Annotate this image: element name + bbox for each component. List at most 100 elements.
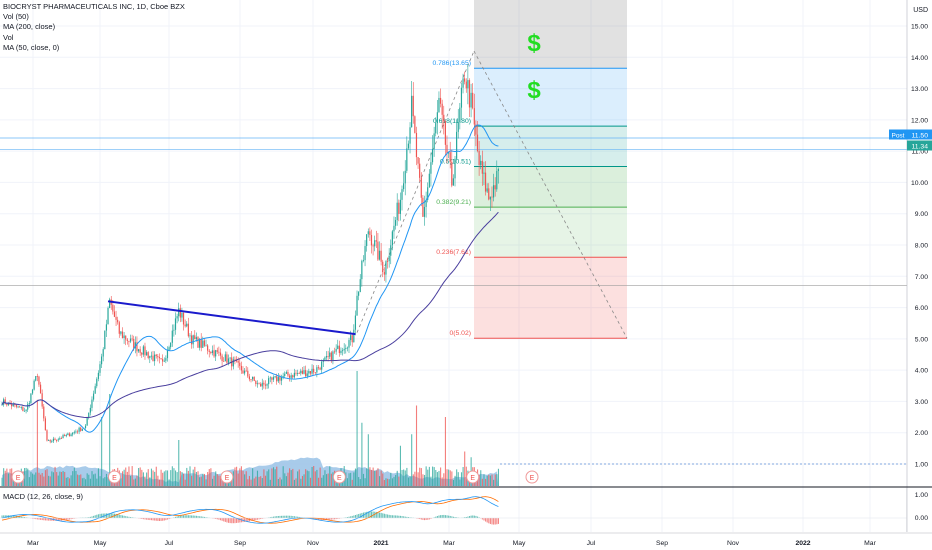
volume-bar (459, 479, 461, 486)
macd-histogram-bar (11, 515, 13, 518)
candle-body (160, 358, 162, 360)
macd-histogram-bar (467, 516, 469, 518)
indicator-ma200[interactable]: MA (200, close) (3, 22, 56, 32)
volume-bar (377, 468, 379, 486)
ma50-line (1, 124, 499, 433)
volume-bar (1, 477, 3, 486)
macd-histogram-bar (163, 518, 165, 521)
macd-histogram-bar (452, 516, 455, 518)
candle-body (221, 355, 223, 362)
macd-histogram-bar (493, 518, 495, 525)
macd-histogram-bar (101, 513, 103, 518)
candle-body (15, 404, 18, 407)
macd-histogram-bar (354, 515, 357, 518)
volume-bar (414, 471, 416, 486)
volume-bar (205, 479, 207, 486)
price-tick: 14.00 (911, 55, 928, 62)
indicator-vol[interactable]: Vol (3, 32, 14, 42)
candle-body (268, 378, 270, 385)
earnings-marker (11, 470, 25, 484)
macd-histogram-bar (70, 518, 72, 520)
volume-bar (438, 470, 440, 486)
candle-body (31, 389, 34, 394)
volume-bar (425, 466, 427, 486)
macd-histogram-bar (141, 518, 143, 519)
candle-body (170, 342, 172, 348)
candle-body (414, 116, 416, 133)
volume-bar (75, 470, 77, 486)
macd-histogram-bar (229, 518, 231, 524)
volume-bar (133, 479, 135, 486)
volume-bar (314, 471, 316, 486)
candle-body (292, 375, 294, 378)
macd-histogram-bar (399, 515, 401, 518)
macd-histogram-bar (390, 515, 392, 518)
macd-legend[interactable]: MACD (12, 26, close, 9) (3, 492, 84, 501)
macd-histogram-bar (36, 518, 38, 520)
candle-body (184, 324, 186, 327)
earnings-marker (466, 470, 480, 484)
candle-body (14, 404, 16, 406)
macd-histogram-bar (337, 518, 339, 519)
macd-histogram-bar (149, 518, 151, 521)
macd-histogram-bar (255, 518, 257, 521)
volume-bar (406, 467, 408, 486)
candle-body (325, 356, 328, 358)
candle-body (300, 370, 302, 374)
volume-bar (121, 471, 124, 486)
volume-bar (232, 471, 234, 486)
candle-body (67, 433, 69, 435)
candle-body (284, 373, 286, 376)
volume-bar (420, 468, 422, 486)
candle-body (407, 143, 410, 149)
volume-bar (52, 472, 55, 486)
macd-histogram-bar (118, 514, 120, 518)
volume-bar (36, 399, 38, 486)
candle-body (46, 430, 48, 441)
candle-body (178, 308, 180, 317)
macd-histogram-bar (223, 518, 225, 522)
macd-histogram-bar (184, 515, 186, 518)
macd-histogram-bar (20, 516, 22, 518)
resistance-trendline (107, 300, 356, 336)
candle-body (68, 433, 71, 437)
candle-body (47, 440, 50, 441)
candle-body (383, 272, 385, 275)
volume-bar (361, 422, 363, 486)
candle-body (433, 133, 435, 149)
macd-histogram-bar (239, 518, 241, 523)
macd-histogram-bar (420, 518, 422, 520)
candle-body (107, 307, 109, 325)
volume-bar (317, 477, 320, 486)
drawing-overlay (107, 300, 356, 336)
macd-tick: 0.00 (915, 515, 928, 522)
volume-bar (364, 478, 366, 486)
macd-histogram-bar (199, 516, 201, 518)
macd-histogram-bar (146, 518, 148, 520)
candle-body (260, 383, 262, 387)
candle-body (192, 335, 194, 345)
fib-zone-0.786 (474, 0, 627, 69)
macd-histogram-bar (200, 516, 202, 518)
candle-body (335, 348, 337, 352)
macd-histogram-bar (435, 516, 437, 518)
candle-body (451, 161, 453, 186)
indicator-ma50[interactable]: MA (50, close, 0) (3, 42, 60, 52)
candle-body (126, 339, 128, 341)
macd-histogram-bar (94, 515, 96, 518)
macd-histogram-bar (245, 518, 247, 522)
symbol-title[interactable]: BIOCRYST PHARMACEUTICALS INC, 1D, Cboe B… (3, 2, 185, 11)
indicator-vol50[interactable]: Vol (50) (3, 12, 29, 22)
price-tick: 13.00 (911, 86, 928, 93)
time-tick: Sep (234, 540, 246, 547)
volume-bar (210, 468, 212, 486)
volume-bar (187, 470, 189, 486)
candle-body (422, 197, 424, 217)
candle-body (154, 354, 156, 362)
volume-bar (51, 471, 53, 486)
volume-bar (70, 475, 72, 486)
volume-bar (282, 466, 284, 486)
macd-histogram-bar (48, 518, 50, 521)
macd-histogram-bar (419, 518, 421, 520)
